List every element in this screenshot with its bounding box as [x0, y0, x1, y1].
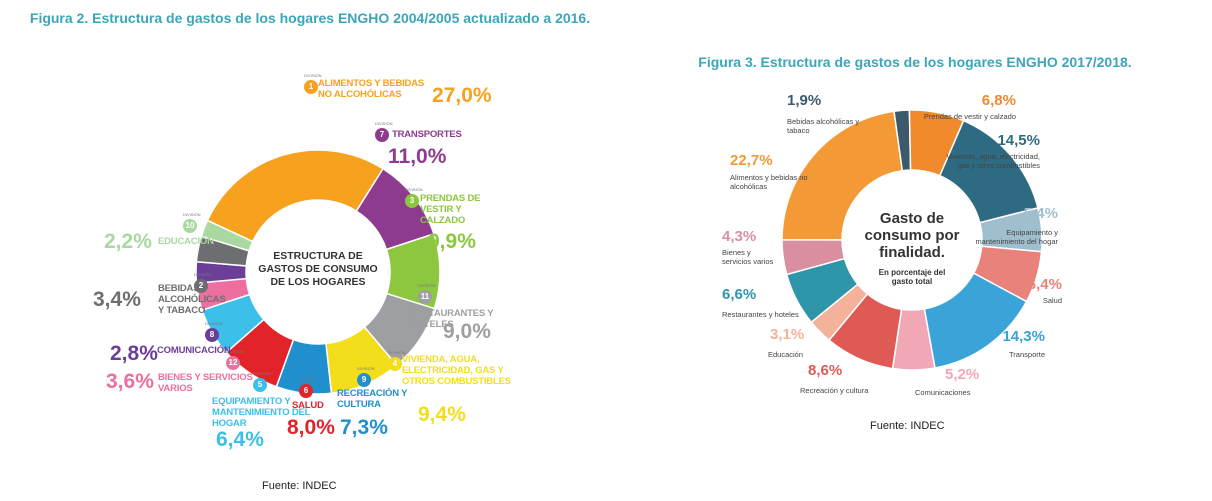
division-number: 7 [375, 128, 389, 142]
category-label: RESTAURANTES Y HOTELES [410, 308, 494, 330]
division-word: DIVISIÓN [183, 212, 201, 217]
division-number: 11 [418, 290, 432, 304]
chart-title: Figura 3. Estructura de gastos de los ho… [698, 54, 1132, 70]
source: Fuente: INDEC [262, 480, 337, 492]
category-label: PRENDAS DE VESTIR Y CALZADO [420, 193, 481, 226]
donut-segment [200, 219, 254, 252]
division-number: 8 [205, 328, 219, 342]
category-label: Educación [768, 350, 804, 359]
category-label: Equipamiento y mantenimiento del hogar [975, 228, 1058, 246]
center-text: ESTRUCTURA DE GASTOS DE CONSUMO DE LOS H… [258, 250, 378, 288]
value-label: 8,6% [808, 362, 843, 379]
division-word: DIVISIÓN [226, 349, 244, 354]
division-number: 2 [194, 279, 208, 293]
category-label: Recreación y cultura [800, 386, 869, 395]
division-number: 5 [253, 378, 267, 392]
donut-segment [206, 149, 385, 243]
source: Fuente: INDEC [870, 420, 945, 432]
category-label: Bebidas alcohólicas y tabaco [787, 117, 860, 135]
category-label: TRANSPORTES [392, 129, 462, 140]
division-number: 6 [299, 384, 313, 398]
value-label: 11,0% [388, 145, 447, 168]
division-word: DIVISIÓN [253, 371, 271, 376]
category-label: Alimentos y bebidas no alcohólicas [730, 173, 808, 191]
category-label: EQUIPAMIENTO Y MANTENIMIENTO DEL HOGAR [212, 396, 311, 429]
division-word: DIVISIÓN [375, 121, 393, 126]
value-label: 6,4% [1027, 276, 1062, 293]
value-label: 7,3% [340, 416, 388, 439]
division-word: DIVISIÓN [205, 321, 223, 326]
category-label: Vivienda, agua, electricidad, gas y otro… [946, 152, 1040, 170]
category-label: ALIMENTOS Y BEBIDAS NO ALCOHÓLICAS [318, 78, 424, 100]
value-label: 8,0% [287, 416, 335, 439]
value-label: 6,6% [722, 286, 757, 303]
division-word: DIVISIÓN [405, 187, 423, 192]
value-label: 5,4% [1023, 205, 1058, 222]
value-label: 6,8% [981, 92, 1016, 109]
category-label: Comunicaciones [915, 388, 971, 397]
division-number: 12 [226, 356, 240, 370]
chart-title: Figura 2. Estructura de gastos de los ho… [29, 10, 591, 26]
division-number: 9 [357, 373, 371, 387]
category-label: COMUNICACIÓN [157, 345, 231, 356]
value-label: 9,0% [443, 320, 491, 343]
category-label: RECREACIÓN Y CULTURA [337, 388, 408, 410]
category-label: Prendas de vestir y calzado [923, 112, 1016, 121]
category-label: Salud [1042, 296, 1062, 305]
donut-center [844, 172, 980, 308]
value-label: 5,2% [945, 366, 980, 383]
category-label: BIENES Y SERVICIOS VARIOS [158, 372, 253, 394]
value-label: 1,9% [787, 92, 822, 109]
value-label: 22,7% [730, 152, 773, 169]
division-word: DIVISIÓN [299, 377, 317, 382]
value-label: 9,4% [418, 403, 466, 426]
category-label: Transporte [1009, 350, 1045, 359]
value-label: 9,9% [428, 230, 476, 253]
category-label: SALUD [292, 400, 324, 411]
category-label: Restaurantes y hoteles [722, 310, 799, 319]
category-label: VIVIENDA, AGUA, ELECTRICIDAD, GAS Y OTRO… [402, 354, 511, 387]
division-number: 1 [304, 80, 318, 94]
value-label: 3,4% [93, 288, 141, 311]
division-word: DIVISIÓN [418, 283, 436, 288]
center-text: Gasto de consumo por finalidad. [864, 210, 960, 261]
category-label: EDUCACIÓN [158, 236, 214, 247]
value-label: 3,1% [770, 326, 805, 343]
division-number: 10 [183, 219, 197, 233]
value-label: 2,2% [104, 230, 152, 253]
category-label: BEBIDAS ALCOHÓLICAS Y TABACO [158, 283, 226, 316]
category-label: Bienes y servicios varios [722, 248, 774, 266]
division-word: DIVISIÓN [357, 366, 375, 371]
division-number: 3 [405, 194, 419, 208]
value-label: 6,4% [216, 428, 264, 451]
value-label: 14,5% [997, 132, 1040, 149]
donut-center [248, 202, 388, 342]
center-subtitle: En porcentaje del gasto total [878, 268, 946, 286]
value-label: 4,3% [722, 228, 757, 245]
division-word: DIVISIÓN [388, 350, 406, 355]
donut-segment [781, 110, 904, 241]
value-label: 2,8% [110, 342, 158, 365]
value-label: 27,0% [432, 84, 492, 107]
value-label: 3,6% [106, 370, 154, 393]
division-word: DIVISIÓN [194, 272, 212, 277]
division-word: DIVISIÓN [304, 73, 322, 78]
division-number: 4 [388, 357, 402, 371]
value-label: 14,3% [1002, 328, 1045, 345]
